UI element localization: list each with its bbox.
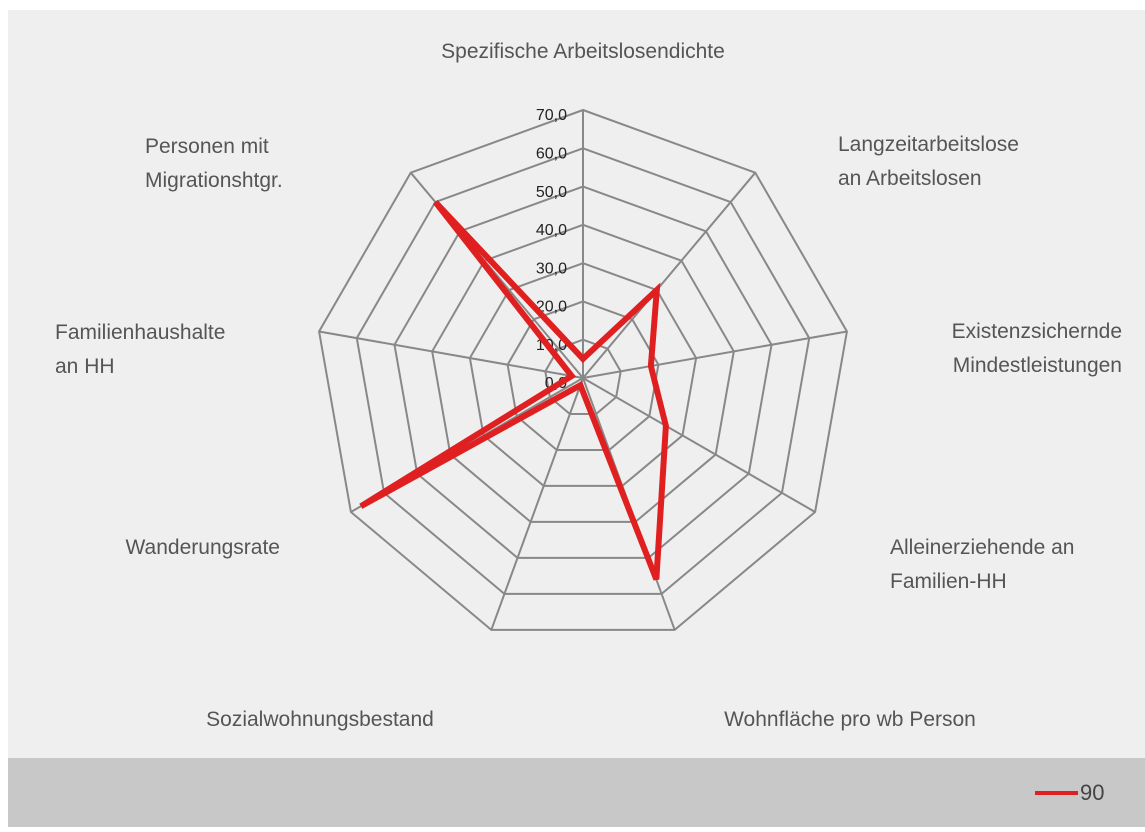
axis-label: Wanderungsrate <box>126 536 280 559</box>
spoke <box>490 377 584 631</box>
grid-ring <box>468 262 698 487</box>
grid-ring <box>318 108 848 631</box>
grid-ring <box>431 223 735 523</box>
y-tick-label: 50,0 <box>536 184 567 201</box>
axis-label: Familienhaushalte an HH <box>55 321 225 378</box>
legend-label: 90 <box>1080 780 1104 805</box>
y-tick-label: 60,0 <box>536 146 567 163</box>
axis-label: Sozialwohnungsbestand <box>206 708 434 731</box>
axis-label: Existenzsichernde Mindestleistungen <box>952 320 1122 377</box>
axis-label-line: Mindestleistungen <box>953 354 1122 377</box>
axis-label: Langzeitarbeitslose an Arbeitslosen <box>838 133 1019 190</box>
axis-label-line: Familienhaushalte <box>55 321 225 344</box>
series-line <box>359 199 669 581</box>
axis-label-line: Langzeitarbeitslose <box>838 133 1019 156</box>
axis-label-line: Alleinerziehende an <box>890 536 1074 559</box>
axis-label: Spezifische Arbeitslosendichte <box>441 40 725 63</box>
y-tick-label: 40,0 <box>536 222 567 239</box>
axis-label: Wohnfläche pro wb Person <box>724 708 976 731</box>
grid-ring <box>506 300 660 451</box>
y-tick-label: 20,0 <box>536 299 567 316</box>
y-tick-label: 30,0 <box>536 260 567 277</box>
spoke <box>582 172 757 379</box>
axis-label-line: Sozialwohnungsbestand <box>206 708 434 731</box>
y-tick-label: 70,0 <box>536 107 567 124</box>
axis-label-line: Personen mit <box>145 135 269 158</box>
axis-label-line: Familien-HH <box>890 570 1007 593</box>
grid-ring <box>393 185 773 559</box>
axis-label-line: Wanderungsrate <box>126 536 280 559</box>
axis-label-line: an Arbeitslosen <box>838 167 982 190</box>
axis-label-line: Existenzsichernde <box>952 320 1122 343</box>
axis-label: Alleinerziehende an Familien-HH <box>890 536 1074 593</box>
grid-ring <box>544 338 622 415</box>
grid-ring <box>355 147 811 595</box>
spoke <box>318 330 584 379</box>
axis-label-line: Migrationshtgr. <box>145 169 283 192</box>
axis-label-line: Wohnfläche pro wb Person <box>724 708 976 731</box>
spoke <box>582 377 816 513</box>
legend-band <box>8 758 1145 827</box>
axis-label-line: an HH <box>55 355 115 378</box>
axis-label: Personen mit Migrationshtgr. <box>145 135 283 192</box>
spoke <box>582 330 848 379</box>
axis-label-line: Spezifische Arbeitslosendichte <box>441 40 725 63</box>
